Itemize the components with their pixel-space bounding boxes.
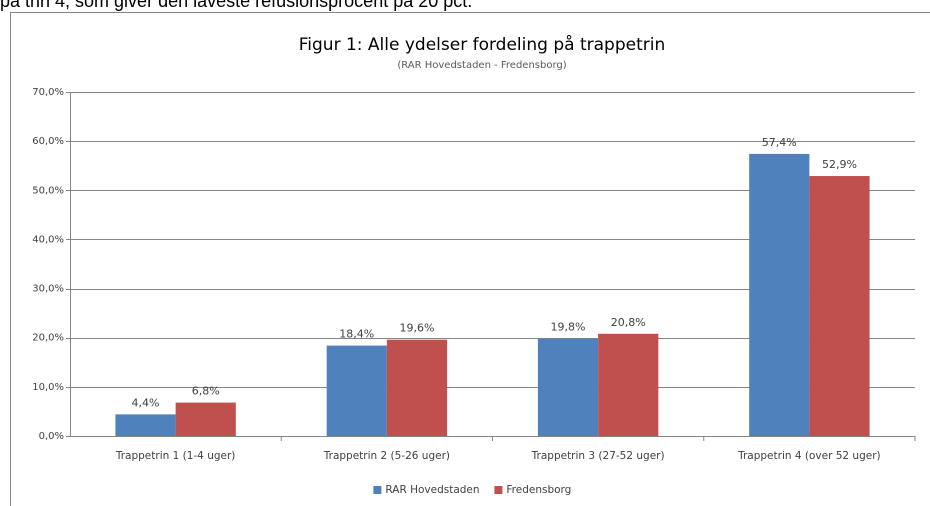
bar [749,153,810,437]
y-tick-label: 50,0% [32,185,64,196]
x-tick-label: Trappetrin 2 (5-26 uger) [323,450,450,462]
legend-label: RAR Hovedstaden [385,484,479,496]
legend-label: Fredensborg [506,484,571,496]
y-tick-label: 40,0% [32,234,64,245]
legend-swatch [494,486,503,494]
y-tick-label: 30,0% [32,284,64,295]
bar [386,339,448,436]
y-tick-label: 10,0% [32,382,64,393]
data-label: 20,8% [611,316,646,329]
bar [175,402,236,436]
x-tick-label: Trappetrin 1 (1-4 uger) [115,450,236,462]
x-tick-label: Trappetrin 4 (over 52 uger) [737,450,881,462]
y-tick-label: 60,0% [32,136,64,147]
y-tick-label: 70,0% [32,87,64,98]
data-label: 19,6% [400,322,435,335]
legend-swatch [373,486,382,494]
data-label: 4,4% [132,396,160,409]
data-label: 6,8% [192,385,220,398]
data-label: 57,4% [762,136,797,149]
bar [326,345,387,436]
data-label: 19,8% [551,321,586,334]
bar [115,414,176,436]
x-tick-label: Trappetrin 3 (27-52 uger) [531,450,665,462]
bar [537,338,599,436]
header-text: på trin 4, som giver den laveste refusio… [0,0,472,11]
chart-subtitle: (RAR Hovedstaden - Fredensborg) [397,60,566,71]
bar [809,176,870,436]
data-label: 18,4% [339,328,374,341]
chart-title: Figur 1: Alle ydelser fordeling på trapp… [299,34,665,55]
bar [598,333,659,436]
data-label: 52,9% [822,158,857,171]
y-tick-label: 0,0% [39,431,64,442]
y-tick-label: 20,0% [32,333,64,344]
